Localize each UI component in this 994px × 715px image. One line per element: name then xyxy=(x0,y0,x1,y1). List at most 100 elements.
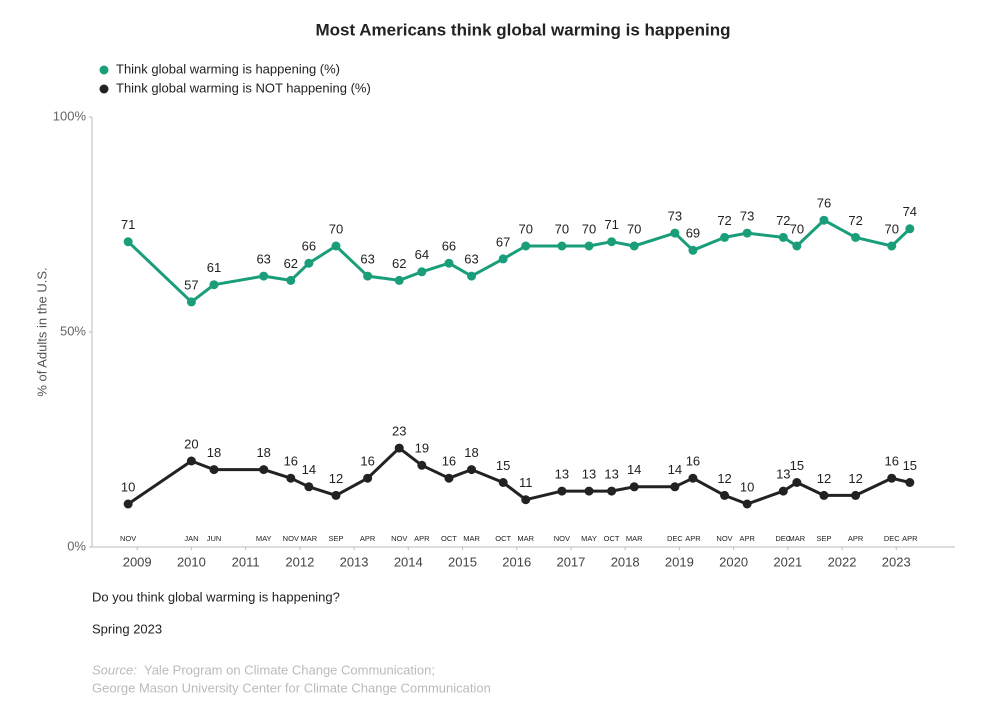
data-point xyxy=(467,271,477,281)
y-tick-label: 100% xyxy=(53,108,87,123)
data-label: 73 xyxy=(668,209,682,224)
data-point xyxy=(286,275,296,285)
month-label: NOV xyxy=(554,534,570,543)
data-label: 18 xyxy=(464,445,478,460)
legend-label: Think global warming is NOT happening (%… xyxy=(116,80,371,95)
data-point xyxy=(720,232,730,242)
data-label: 15 xyxy=(496,458,510,473)
data-point xyxy=(851,232,861,242)
data-label: 70 xyxy=(555,221,569,236)
x-tick-label: 2019 xyxy=(665,554,694,569)
data-label: 57 xyxy=(184,277,198,292)
data-point xyxy=(851,490,861,500)
data-label: 70 xyxy=(582,221,596,236)
data-point xyxy=(742,499,752,509)
data-point xyxy=(444,258,454,268)
month-label: NOV xyxy=(716,534,732,543)
legend-marker xyxy=(99,65,109,75)
data-point xyxy=(629,241,639,251)
data-point xyxy=(670,482,680,492)
data-point xyxy=(905,224,915,234)
y-tick-label: 50% xyxy=(60,323,86,338)
data-point xyxy=(720,490,730,500)
source-line: Yale Program on Climate Change Communica… xyxy=(144,662,435,677)
data-point xyxy=(670,228,680,238)
data-label: 71 xyxy=(604,217,618,232)
data-point xyxy=(498,254,508,264)
period: Spring 2023 xyxy=(92,621,162,636)
month-label: MAR xyxy=(517,534,534,543)
x-tick-label: 2022 xyxy=(828,554,857,569)
data-label: 16 xyxy=(686,454,700,469)
data-label: 13 xyxy=(776,467,790,482)
data-label: 62 xyxy=(392,256,406,271)
data-label: 12 xyxy=(848,471,862,486)
x-tick-label: 2014 xyxy=(394,554,423,569)
data-label: 12 xyxy=(717,471,731,486)
data-point xyxy=(444,473,454,483)
month-label: DEC xyxy=(667,534,683,543)
data-point xyxy=(417,267,427,277)
data-label: 14 xyxy=(668,462,682,477)
data-label: 16 xyxy=(885,454,899,469)
data-point xyxy=(607,486,617,496)
month-label: APR xyxy=(685,534,701,543)
data-point xyxy=(792,241,802,251)
data-label: 23 xyxy=(392,424,406,439)
data-label: 70 xyxy=(790,221,804,236)
data-point xyxy=(363,473,373,483)
data-label: 18 xyxy=(256,445,270,460)
month-label: SEP xyxy=(328,534,343,543)
data-point xyxy=(286,473,296,483)
data-label: 70 xyxy=(627,221,641,236)
legend-marker xyxy=(99,84,109,94)
month-label: OCT xyxy=(604,534,620,543)
data-point xyxy=(123,499,133,509)
data-point xyxy=(584,486,594,496)
data-label: 63 xyxy=(256,252,270,267)
x-tick-label: 2018 xyxy=(611,554,640,569)
data-point xyxy=(186,297,196,307)
data-label: 71 xyxy=(121,217,135,232)
data-point xyxy=(331,241,341,251)
month-label: MAR xyxy=(626,534,643,543)
data-point xyxy=(417,460,427,470)
month-label: NOV xyxy=(283,534,299,543)
series-line xyxy=(127,218,911,304)
x-tick-label: 2013 xyxy=(340,554,369,569)
x-tick-label: 2015 xyxy=(448,554,477,569)
data-point xyxy=(186,456,196,466)
data-point xyxy=(394,443,404,453)
month-label: MAR xyxy=(789,534,806,543)
data-label: 12 xyxy=(329,471,343,486)
data-label: 63 xyxy=(360,252,374,267)
chart-title: Most Americans think global warming is h… xyxy=(316,20,731,39)
month-label: APR xyxy=(360,534,376,543)
data-label: 70 xyxy=(329,221,343,236)
data-label: 67 xyxy=(496,234,510,249)
data-point xyxy=(304,258,314,268)
data-point xyxy=(742,228,752,238)
month-label: NOV xyxy=(391,534,407,543)
data-point xyxy=(259,271,269,281)
month-label: NOV xyxy=(120,534,136,543)
data-point xyxy=(607,237,617,247)
x-tick-label: 2012 xyxy=(285,554,314,569)
month-label: MAY xyxy=(256,534,272,543)
question: Do you think global warming is happening… xyxy=(92,589,340,604)
month-label: JAN xyxy=(184,534,198,543)
data-label: 13 xyxy=(604,467,618,482)
data-point xyxy=(209,465,219,475)
month-label: DEC xyxy=(884,534,900,543)
data-label: 15 xyxy=(790,458,804,473)
data-label: 16 xyxy=(360,454,374,469)
data-label: 64 xyxy=(415,247,429,262)
month-label: SEP xyxy=(816,534,831,543)
month-label: JUN xyxy=(207,534,222,543)
data-label: 12 xyxy=(817,471,831,486)
data-point xyxy=(819,490,829,500)
data-point xyxy=(887,473,897,483)
data-point xyxy=(521,241,531,251)
data-label: 10 xyxy=(121,479,135,494)
